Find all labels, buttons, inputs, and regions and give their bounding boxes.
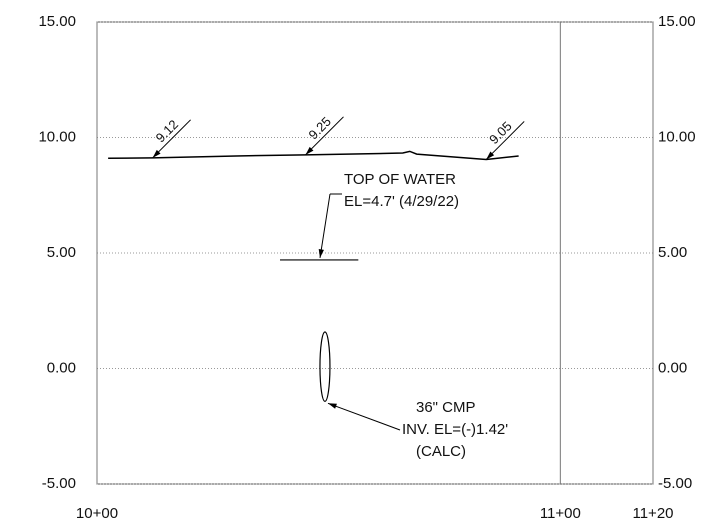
pipe-label: INV. EL=(-)1.42' — [402, 421, 508, 438]
pipe-leader-head — [327, 403, 337, 409]
water-leader — [319, 193, 331, 259]
y-tick-label: 15.00 — [38, 13, 76, 30]
y2-tick-label: 10.00 — [658, 128, 696, 145]
spot-label: 9.12 — [153, 117, 182, 146]
spot-arrowhead — [305, 146, 314, 155]
spot-leader — [152, 119, 191, 159]
spot-label: 9.05 — [486, 118, 515, 147]
plot-frame — [96, 21, 654, 485]
water-label: EL=4.7' (4/29/22) — [344, 193, 459, 210]
x-tick-label: 11+20 — [632, 505, 673, 522]
x-tick-label: 10+00 — [76, 505, 118, 522]
y2-tick-label: 15.00 — [658, 13, 696, 30]
x-tick-label: 11+00 — [540, 505, 581, 522]
water-leader-head — [318, 249, 324, 258]
y2-tick-label: 5.00 — [658, 244, 687, 261]
water-label: TOP OF WATER — [344, 171, 456, 188]
y-tick-label: -5.00 — [42, 475, 76, 492]
y-tick-label: 0.00 — [47, 359, 76, 376]
spot-label: 9.25 — [305, 114, 334, 143]
y-tick-label: 10.00 — [38, 128, 76, 145]
pipe-section — [319, 331, 331, 402]
spot-leader — [305, 116, 344, 156]
spot-leader — [485, 121, 525, 160]
y2-tick-label: 0.00 — [658, 359, 687, 376]
pipe-leader — [327, 402, 401, 431]
spot-arrowhead — [152, 149, 161, 158]
pipe-label: (CALC) — [416, 443, 466, 460]
ground-line — [108, 150, 519, 161]
pipe-label: 36" CMP — [416, 399, 476, 416]
y2-tick-label: -5.00 — [658, 475, 692, 492]
spot-arrowhead — [486, 151, 495, 160]
y-tick-label: 5.00 — [47, 244, 76, 261]
